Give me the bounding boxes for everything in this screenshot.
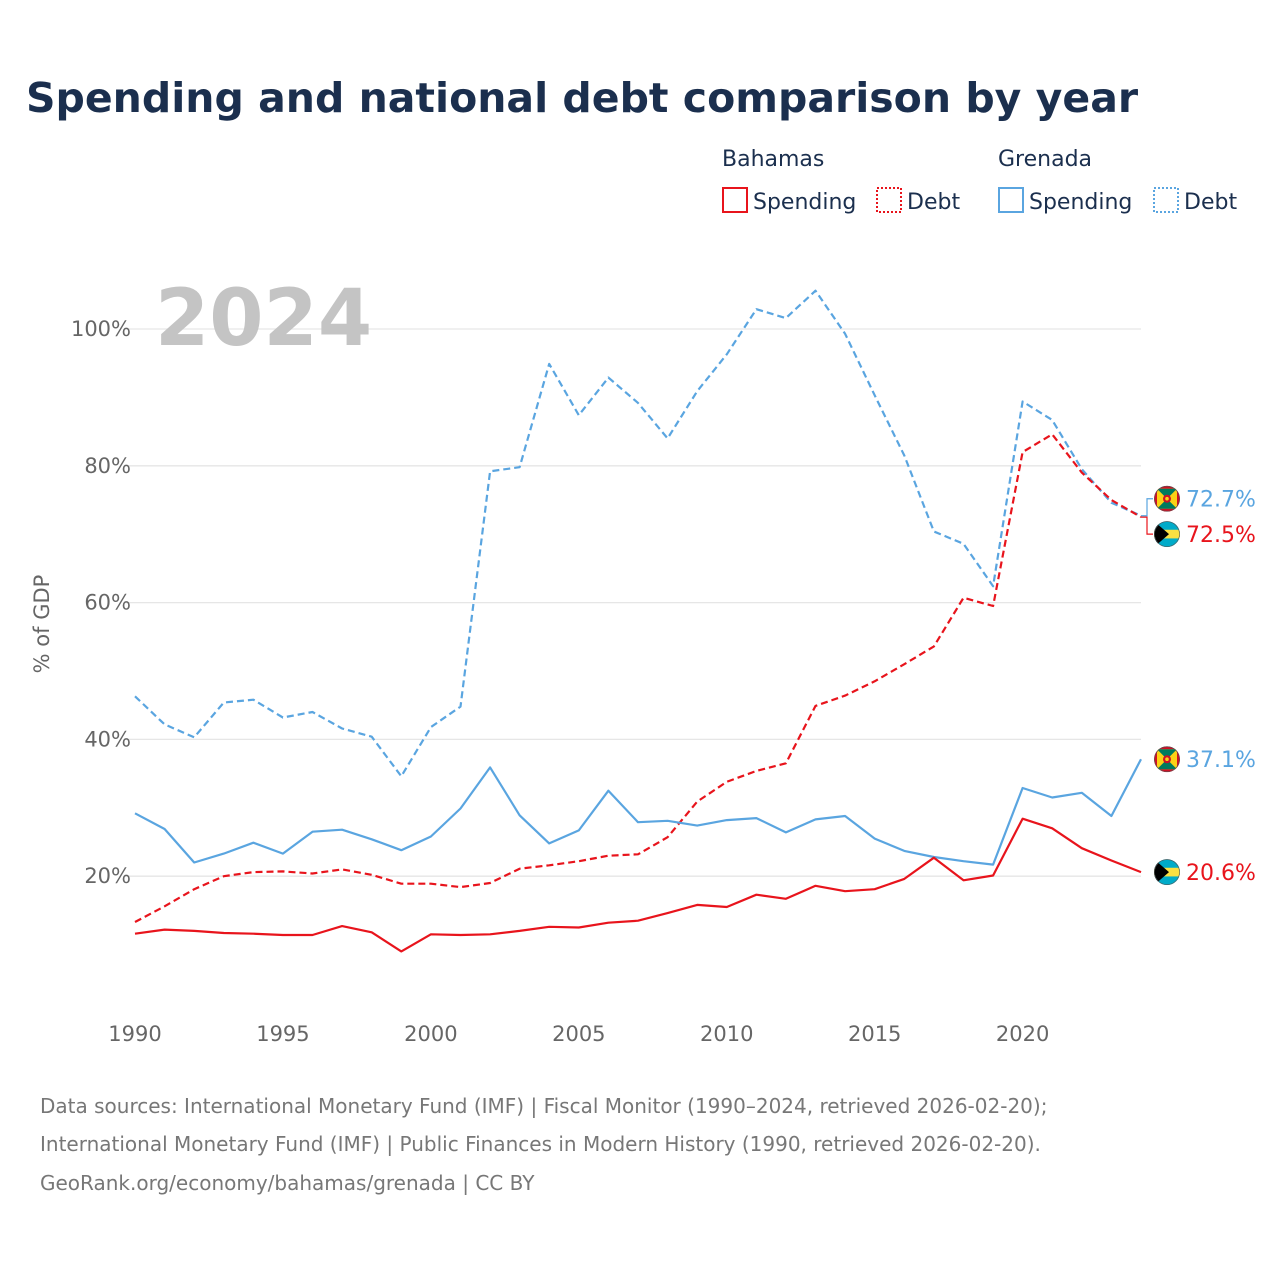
- source-line-2: International Monetary Fund (IMF) | Publ…: [40, 1132, 1041, 1156]
- y-tick-label: 20%: [84, 864, 131, 888]
- source-line-1: Data sources: International Monetary Fun…: [40, 1094, 1047, 1118]
- legend: Bahamas Spending Debt Grenada Spending D…: [722, 147, 1237, 215]
- end-label-bahamas-spending: 20.6%: [1154, 859, 1256, 886]
- x-tick-label: 1995: [256, 1022, 309, 1046]
- end-label-bahamas-debt: 72.5%: [1141, 516, 1256, 548]
- year-watermark: 2024: [155, 274, 372, 364]
- x-axis-ticks: 1990 1995 2000 2005 2010 2015 2020: [108, 1022, 1049, 1046]
- x-tick-label: 1990: [108, 1022, 161, 1046]
- legend-swatch-grenada-spending: [998, 187, 1024, 213]
- legend-label-bahamas-spending: Spending: [753, 190, 856, 215]
- source-line-3: GeoRank.org/economy/bahamas/grenada | CC…: [40, 1171, 535, 1195]
- x-tick-label: 2010: [700, 1022, 753, 1046]
- end-label-value: 72.7%: [1186, 488, 1256, 513]
- line-grenada-debt: [134, 289, 1142, 778]
- bahamas-flag-icon: [1154, 859, 1180, 886]
- legend-label-bahamas-debt: Debt: [907, 190, 960, 215]
- y-axis-ticks: 20% 40% 60% 80% 100%: [71, 317, 131, 888]
- line-grenada-spending: [134, 758, 1142, 866]
- bahamas-flag-icon: [1154, 521, 1180, 548]
- end-label-connector: [1141, 498, 1153, 517]
- y-tick-label: 100%: [71, 317, 131, 341]
- y-tick-label: 40%: [84, 727, 131, 751]
- legend-label-grenada-debt: Debt: [1184, 190, 1237, 215]
- y-tick-label: 60%: [84, 591, 131, 615]
- end-labels: 72.7% 72.5% 37.1% 20.6%: [1141, 485, 1256, 886]
- line-bahamas-spending: [134, 817, 1142, 953]
- end-label-value: 72.5%: [1186, 523, 1256, 548]
- end-label-value: 20.6%: [1186, 861, 1256, 886]
- x-tick-label: 2020: [996, 1022, 1049, 1046]
- legend-swatch-grenada-debt: [1153, 187, 1179, 213]
- legend-group-bahamas: Bahamas: [722, 147, 824, 172]
- x-tick-label: 2000: [404, 1022, 457, 1046]
- series-lines: [134, 289, 1142, 953]
- legend-group-grenada: Grenada: [998, 147, 1092, 172]
- grenada-flag-icon: [1154, 485, 1180, 512]
- legend-swatch-bahamas-debt: [876, 187, 902, 213]
- end-label-connector: [1141, 516, 1153, 535]
- end-label-grenada-debt: 72.7%: [1141, 485, 1256, 517]
- y-tick-label: 80%: [84, 454, 131, 478]
- chart-title: Spending and national debt comparison by…: [26, 74, 1139, 122]
- end-label-value: 37.1%: [1186, 748, 1256, 773]
- gridlines: [125, 328, 1141, 877]
- x-tick-label: 2015: [848, 1022, 901, 1046]
- line-bahamas-debt: [134, 433, 1142, 923]
- legend-swatch-bahamas-spending: [722, 187, 748, 213]
- x-tick-label: 2005: [552, 1022, 605, 1046]
- end-label-grenada-spending: 37.1%: [1154, 746, 1256, 773]
- legend-label-grenada-spending: Spending: [1029, 190, 1132, 215]
- y-axis-title: % of GDP: [30, 575, 54, 674]
- grenada-flag-icon: [1154, 746, 1180, 773]
